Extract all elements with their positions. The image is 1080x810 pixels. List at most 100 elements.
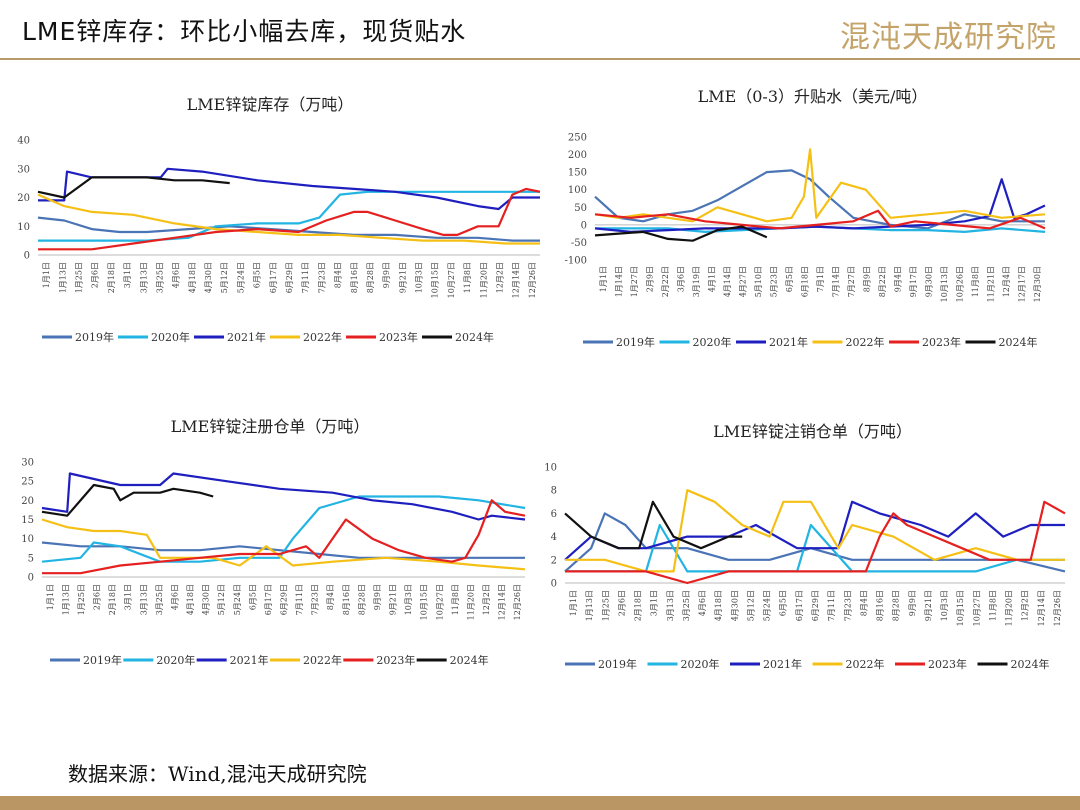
x-tick-label: 1月13日: [61, 584, 70, 615]
x-tick-label: 5月24日: [236, 262, 245, 293]
x-tick-label: 1月1日: [46, 584, 55, 610]
x-tick-label: 12月2日: [496, 262, 505, 293]
series-line-2024年: [564, 500, 743, 550]
y-tick-label: 150: [568, 168, 587, 179]
x-tick-label: 12月17日: [1018, 266, 1027, 302]
x-tick-label: 1月25日: [74, 262, 83, 293]
y-tick-label: 20: [21, 496, 34, 507]
legend-label: 2019年: [616, 335, 655, 349]
x-tick-label: 7月14日: [832, 266, 841, 297]
chart-title: LME锌锭注销仓单（万吨）: [713, 422, 912, 441]
x-tick-label: 10月27日: [972, 590, 981, 626]
y-tick-label: 15: [21, 515, 34, 526]
y-tick-label: 100: [568, 185, 587, 196]
x-tick-label: 12月14日: [512, 262, 521, 298]
x-tick-label: 3月25日: [155, 584, 164, 615]
x-tick-label: 1月25日: [601, 590, 610, 621]
x-tick-label: 10月3日: [404, 584, 413, 615]
series-line-2022年: [41, 518, 526, 571]
x-tick-label: 12月14日: [1037, 590, 1046, 626]
y-tick-label: 10: [545, 463, 557, 474]
x-tick-label: 8月22日: [878, 266, 887, 297]
y-tick-label: 10: [21, 534, 34, 545]
y-tick-label: 0: [551, 579, 557, 590]
legend-label: 2020年: [681, 657, 720, 671]
x-tick-label: 11月8日: [463, 262, 472, 293]
x-tick-label: 9月21日: [924, 590, 933, 621]
y-tick-label: 0: [28, 573, 34, 584]
y-tick-label: 30: [17, 164, 30, 175]
x-tick-label: 4月6日: [172, 262, 181, 288]
y-tick-label: 10: [17, 222, 30, 233]
legend-label: 2019年: [75, 330, 114, 344]
x-tick-label: 1月1日: [42, 262, 51, 288]
legend-label: 2021年: [763, 657, 802, 671]
x-tick-label: 6月18日: [800, 266, 809, 297]
x-tick-label: 1月1日: [599, 266, 608, 292]
legend-label: 2021年: [769, 335, 808, 349]
x-tick-label: 6月17日: [269, 262, 278, 293]
x-tick-label: 7月27日: [847, 266, 856, 297]
y-tick-label: 0: [24, 251, 30, 262]
y-tick-label: 8: [551, 486, 557, 497]
x-tick-label: 7月11日: [295, 584, 304, 615]
x-tick-label: 6月17日: [795, 590, 804, 621]
legend-label: 2023年: [379, 330, 418, 344]
x-tick-label: 6月5日: [253, 262, 262, 288]
x-tick-label: 2月18日: [634, 590, 643, 621]
x-tick-label: 8月16日: [876, 590, 885, 621]
x-tick-label: 9月4日: [894, 266, 903, 292]
x-tick-label: 3月25日: [682, 590, 691, 621]
page-title: LME锌库存：环比小幅去库，现货贴水: [22, 17, 467, 46]
y-tick-label: 5: [28, 553, 34, 564]
x-tick-label: 10月15日: [420, 584, 429, 620]
x-tick-label: 5月12日: [746, 590, 755, 621]
legend-label: 2020年: [693, 335, 732, 349]
series-line-2021年: [594, 178, 1046, 233]
x-tick-label: 2月6日: [617, 590, 626, 616]
x-tick-label: 8月4日: [326, 584, 335, 610]
x-tick-label: 1月25日: [77, 584, 86, 615]
x-tick-label: 9月30日: [925, 266, 934, 297]
legend-label: 2024年: [1011, 657, 1050, 671]
x-tick-label: 5月12日: [217, 584, 226, 615]
x-tick-label: 1月13日: [585, 590, 594, 621]
x-tick-label: 4月30日: [204, 262, 213, 293]
x-tick-label: 3月1日: [124, 584, 133, 610]
y-tick-label: 25: [21, 477, 34, 488]
x-tick-label: 12月14日: [498, 584, 507, 620]
x-tick-label: 7月11日: [301, 262, 310, 293]
x-tick-label: 9月9日: [382, 262, 391, 288]
x-tick-label: 5月24日: [763, 590, 772, 621]
brand-logo: 混沌天成研究院: [840, 20, 1057, 55]
x-tick-label: 10月27日: [435, 584, 444, 620]
x-tick-label: 1月13日: [58, 262, 67, 293]
x-tick-label: 10月13日: [940, 266, 949, 302]
x-tick-label: 2月18日: [108, 584, 117, 615]
x-tick-label: 5月23日: [769, 266, 778, 297]
series-line-2023年: [565, 500, 1066, 585]
x-tick-label: 6月29日: [811, 590, 820, 621]
x-tick-label: 9月21日: [389, 584, 398, 615]
x-tick-label: 2月22日: [661, 266, 670, 297]
y-tick-label: 20: [17, 193, 30, 204]
chart-spread: LME（0-3）升贴水（美元/吨） -100 -50 0 50 100 150 200 250 1…: [565, 87, 1046, 349]
footer-bar: [0, 796, 1080, 810]
x-tick-label: 12月2日: [1021, 590, 1030, 621]
legend-label: 2021年: [230, 653, 269, 667]
chart-title: LME（0-3）升贴水（美元/吨）: [698, 87, 928, 106]
legend-label: 2024年: [450, 653, 489, 667]
x-tick-label: 5月12日: [220, 262, 229, 293]
x-tick-label: 8月16日: [350, 262, 359, 293]
header-divider: [0, 58, 1080, 60]
chart-title: LME锌锭注册仓单（万吨）: [171, 417, 370, 436]
x-tick-label: 3月13日: [666, 590, 675, 621]
series-line-2023年: [594, 209, 1046, 230]
series-line-2019年: [564, 512, 1066, 573]
x-tick-label: 6月5日: [248, 584, 257, 610]
x-tick-label: 2月6日: [93, 584, 102, 610]
x-tick-label: 11月20日: [479, 262, 488, 298]
x-tick-label: 4月27日: [738, 266, 747, 297]
x-tick-label: 10月15日: [431, 262, 440, 298]
series-line-2020年: [41, 495, 526, 563]
